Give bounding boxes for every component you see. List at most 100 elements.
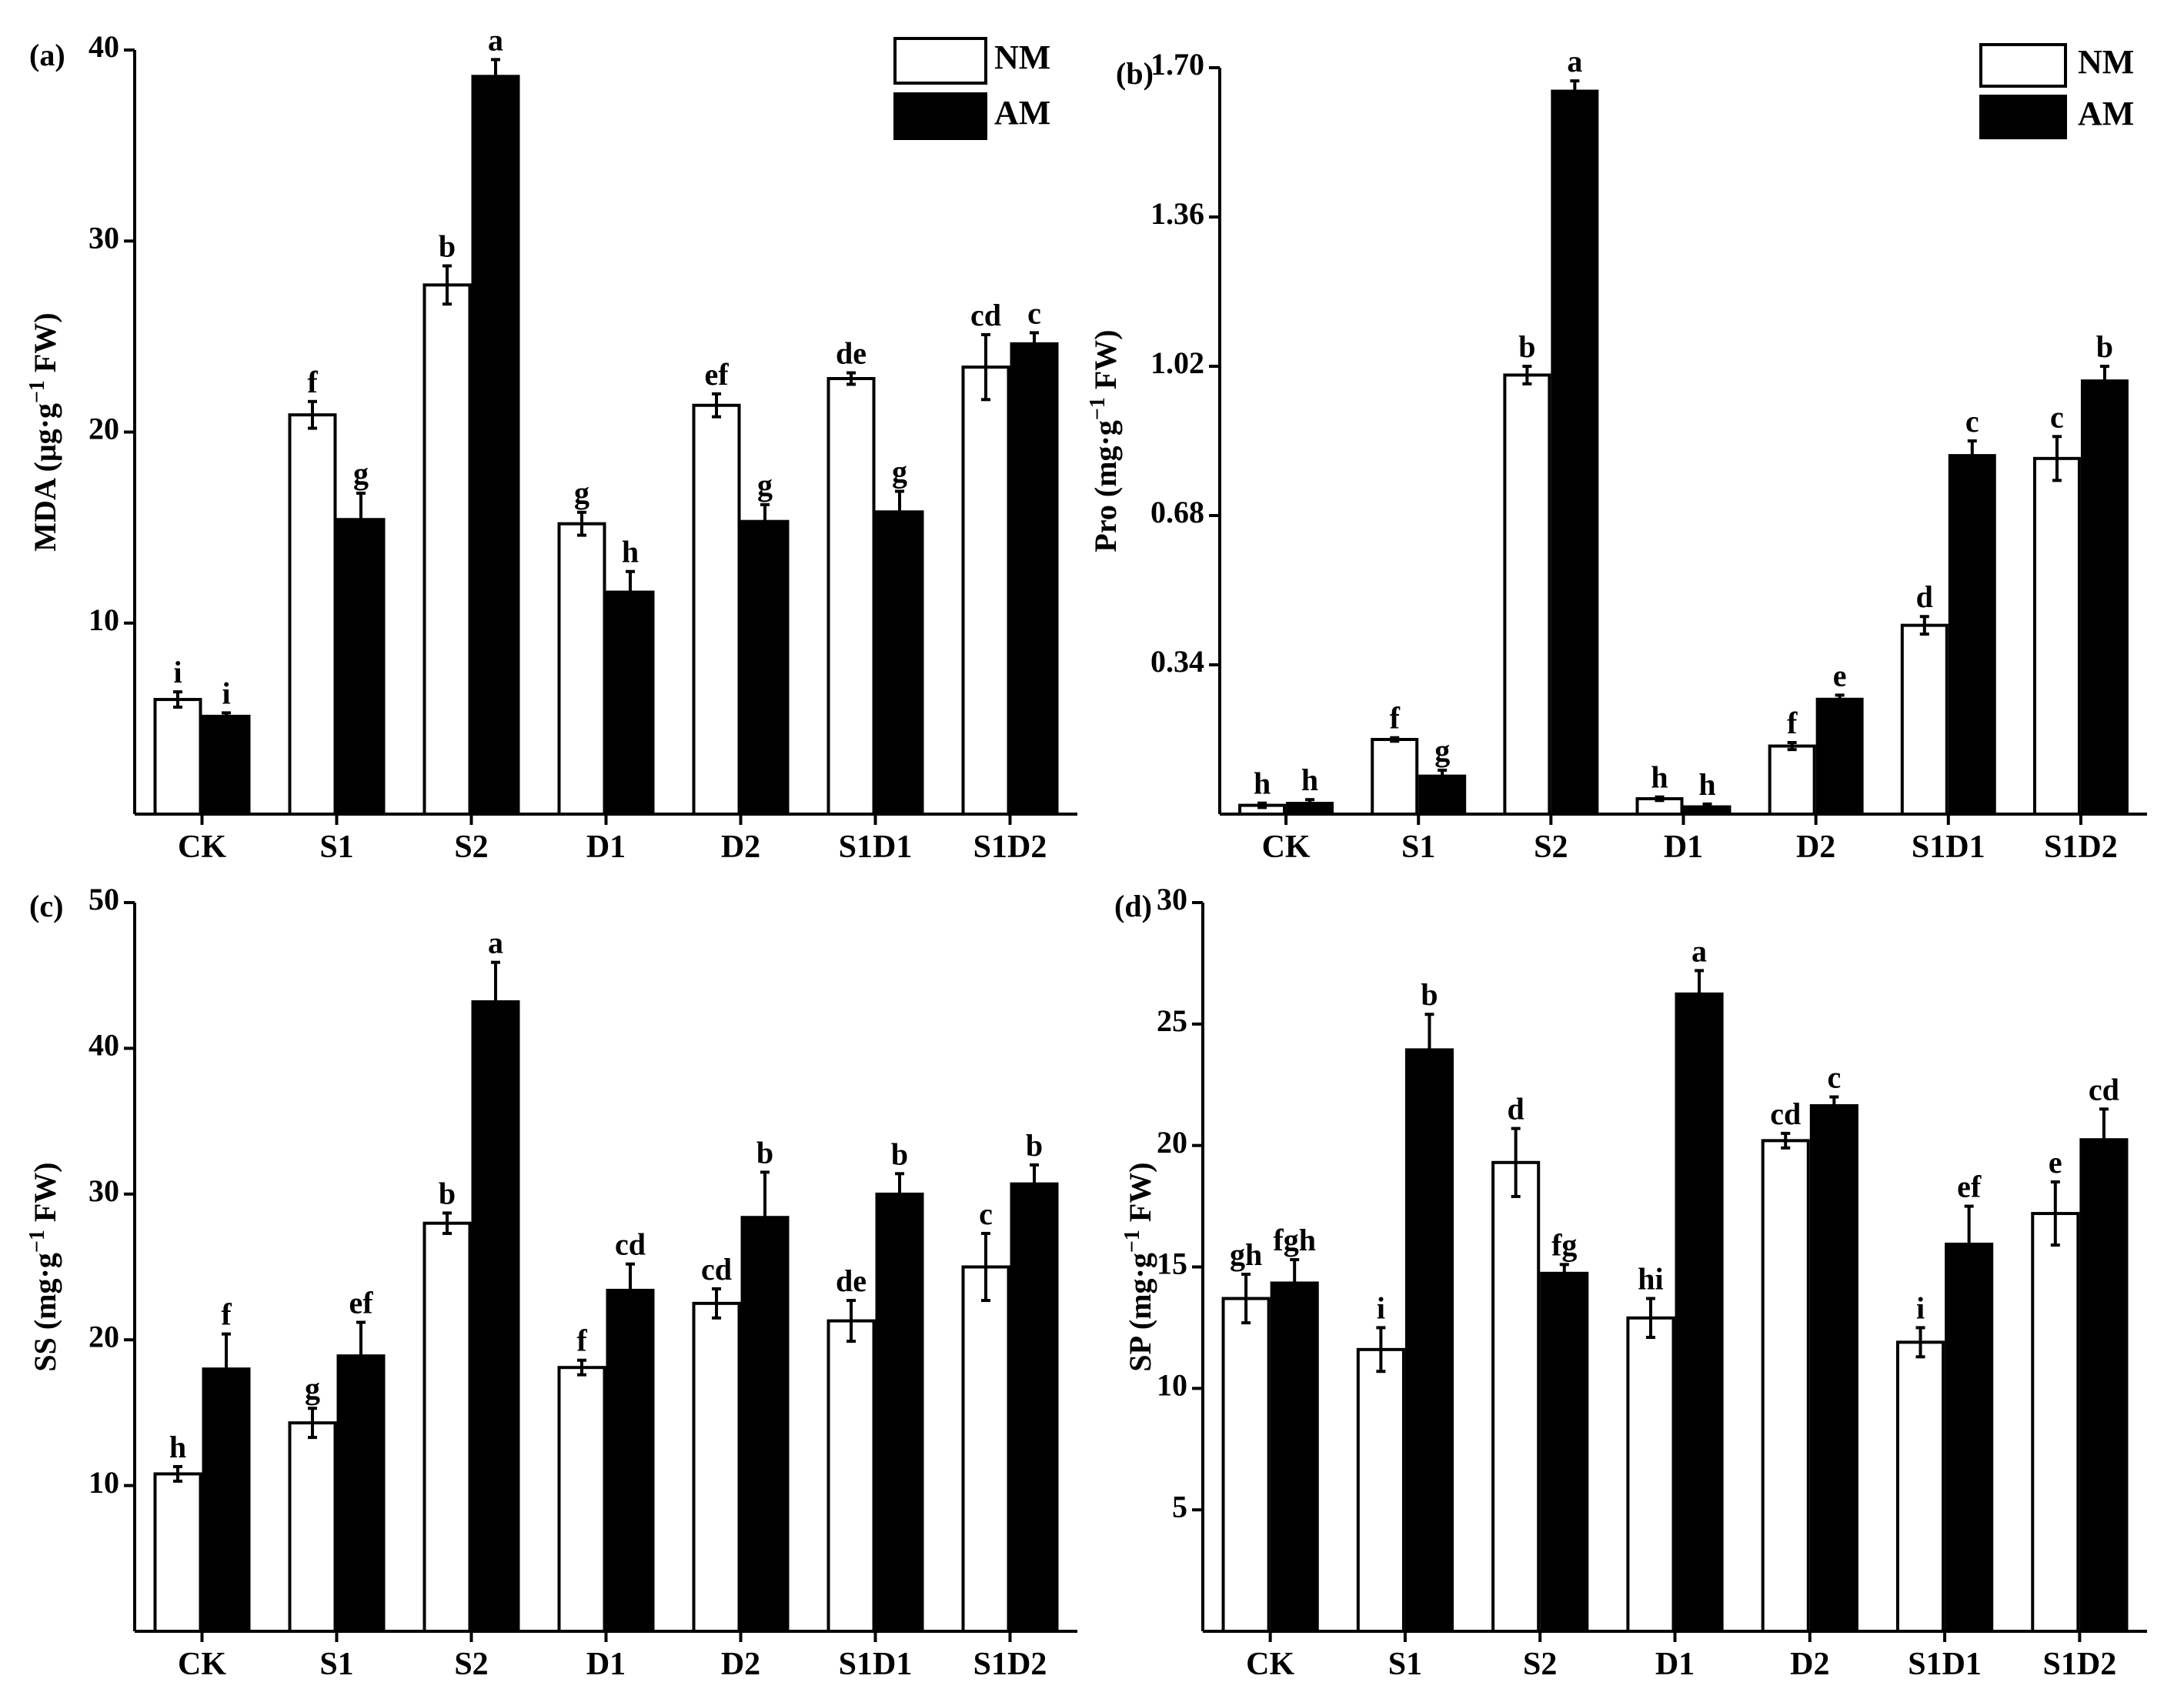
x-tick-label: D1 xyxy=(586,829,626,865)
significance-letter: b xyxy=(756,1135,773,1170)
y-tick-label: 20 xyxy=(88,1319,119,1354)
significance-letter: i xyxy=(1916,1290,1925,1325)
y-tick-label: 15 xyxy=(1157,1247,1187,1281)
bar-nm-s1 xyxy=(288,413,337,816)
error-bar xyxy=(1829,1095,1839,1112)
significance-letter: d xyxy=(1508,1092,1524,1127)
x-tick-label: S1D1 xyxy=(1908,1647,1982,1682)
y-tick-label: 1.36 xyxy=(1150,196,1204,231)
error-bar xyxy=(1305,798,1315,804)
bar-nm-d1 xyxy=(557,522,606,816)
legend-label-nm: NM xyxy=(2078,43,2134,81)
significance-letter: b xyxy=(439,1176,456,1210)
error-bar xyxy=(222,711,231,717)
x-tick-label: D2 xyxy=(1790,1647,1829,1682)
x-tick-label: D2 xyxy=(1796,829,1835,865)
x-tick-label: D1 xyxy=(1655,1647,1695,1682)
bar-am-d1 xyxy=(606,1288,655,1631)
error-bar xyxy=(847,1299,856,1344)
bar-am-s1d1 xyxy=(1948,454,1996,814)
bar-am-d1 xyxy=(1675,992,1724,1631)
significance-letter: h xyxy=(622,535,639,569)
legend-swatch-am xyxy=(893,92,987,140)
error-bar xyxy=(1424,1013,1434,1083)
significance-letter: gh xyxy=(1230,1237,1262,1272)
error-bar xyxy=(626,1262,635,1314)
bar-nm-ck xyxy=(153,1472,202,1633)
y-axis-title: Pro (mg·g−1 FW) xyxy=(1086,329,1124,552)
bar-nm-s1 xyxy=(1356,1347,1405,1633)
bar-am-ck xyxy=(1286,802,1334,814)
x-tick-label: S2 xyxy=(454,829,488,865)
error-bar xyxy=(712,1287,721,1320)
error-bar xyxy=(1919,615,1929,636)
y-tick-label: 5 xyxy=(1172,1489,1187,1524)
significance-letter: ef xyxy=(349,1285,373,1320)
bar-am-d2 xyxy=(1815,697,1864,814)
error-bar xyxy=(1438,768,1448,779)
x-tick-label: S1D1 xyxy=(1912,829,1985,865)
error-bar xyxy=(1835,693,1845,701)
significance-letter: b xyxy=(1518,329,1535,364)
y-tick-label: 1.02 xyxy=(1150,345,1204,380)
chart-panel-d: (d) SP (mg·g−1 FW) 5 10 15 20 25 30 CK gh fgh S1 i b S… xyxy=(1114,882,2147,1682)
bar-nm-s1d2 xyxy=(961,366,1010,816)
bar-am-s1 xyxy=(1404,1048,1454,1631)
bar-am-d1 xyxy=(606,590,655,814)
bar-am-s1d1 xyxy=(875,1192,924,1631)
significance-letter: g xyxy=(574,476,589,510)
error-bar xyxy=(626,569,635,610)
x-tick-label: S1D2 xyxy=(973,829,1047,865)
x-tick-label: D1 xyxy=(1664,829,1703,865)
chart-panel-c: (c) SS (mg·g−1 FW) 10 20 30 40 50 CK h f S1 g ef S2 b a… xyxy=(25,882,1077,1682)
error-bar xyxy=(1522,365,1532,386)
bar-am-ck xyxy=(1270,1281,1319,1631)
y-tick-label: 50 xyxy=(88,882,119,916)
x-tick-label: D2 xyxy=(721,1647,760,1682)
panel-label: (b) xyxy=(1116,56,1154,91)
significance-letter: c xyxy=(1827,1060,1841,1095)
significance-letter: e xyxy=(2049,1145,2062,1180)
bar-nm-s1d1 xyxy=(1895,1340,1945,1634)
significance-letter: ef xyxy=(704,357,729,392)
significance-letter: c xyxy=(979,1197,993,1231)
bar-am-s2 xyxy=(471,1000,520,1631)
error-bar xyxy=(1787,740,1797,752)
significance-letter: fg xyxy=(1551,1227,1577,1262)
x-tick-label: CK xyxy=(1246,1647,1294,1682)
x-tick-label: S1D1 xyxy=(839,1647,913,1682)
y-tick-label: 10 xyxy=(88,1465,119,1500)
bar-am-s1d2 xyxy=(2080,379,2129,814)
significance-letter: e xyxy=(1833,658,1847,693)
panel-label: (c) xyxy=(29,889,63,923)
error-bar xyxy=(1915,1326,1925,1359)
error-bar xyxy=(308,399,317,430)
significance-letter: f xyxy=(1787,706,1798,740)
error-bar xyxy=(1559,1263,1569,1280)
y-tick-label: 25 xyxy=(1157,1003,1187,1038)
y-tick-label: 0.34 xyxy=(1150,644,1204,679)
significance-letter: h xyxy=(1254,766,1271,801)
significance-letter: h xyxy=(1651,760,1668,795)
legend: NM AM xyxy=(893,37,1050,140)
y-axis-title: SP (mg·g−1 FW) xyxy=(1120,1162,1158,1371)
error-bar xyxy=(1695,969,1705,1015)
x-tick-label: CK xyxy=(1262,829,1311,865)
y-tick-label: 10 xyxy=(1157,1368,1187,1403)
bar-nm-s2 xyxy=(422,283,472,816)
significance-letter: h xyxy=(1301,763,1318,797)
bar-am-s1d1 xyxy=(875,510,924,814)
bar-nm-s1d1 xyxy=(827,376,876,816)
x-tick-label: S1D2 xyxy=(2044,829,2118,865)
x-tick-label: S1 xyxy=(319,829,353,865)
x-tick-label: S1D2 xyxy=(973,1647,1047,1682)
x-tick-label: S1D1 xyxy=(839,829,913,865)
bar-nm-s1 xyxy=(1371,738,1419,816)
legend-swatch-nm xyxy=(893,37,987,85)
error-bar xyxy=(1511,1127,1521,1198)
error-bar xyxy=(173,1464,182,1483)
bar-nm-ck xyxy=(153,698,202,816)
bar-am-s1d2 xyxy=(2079,1138,2129,1631)
significance-letter: f xyxy=(221,1297,232,1332)
bar-am-s2 xyxy=(1540,1271,1589,1631)
